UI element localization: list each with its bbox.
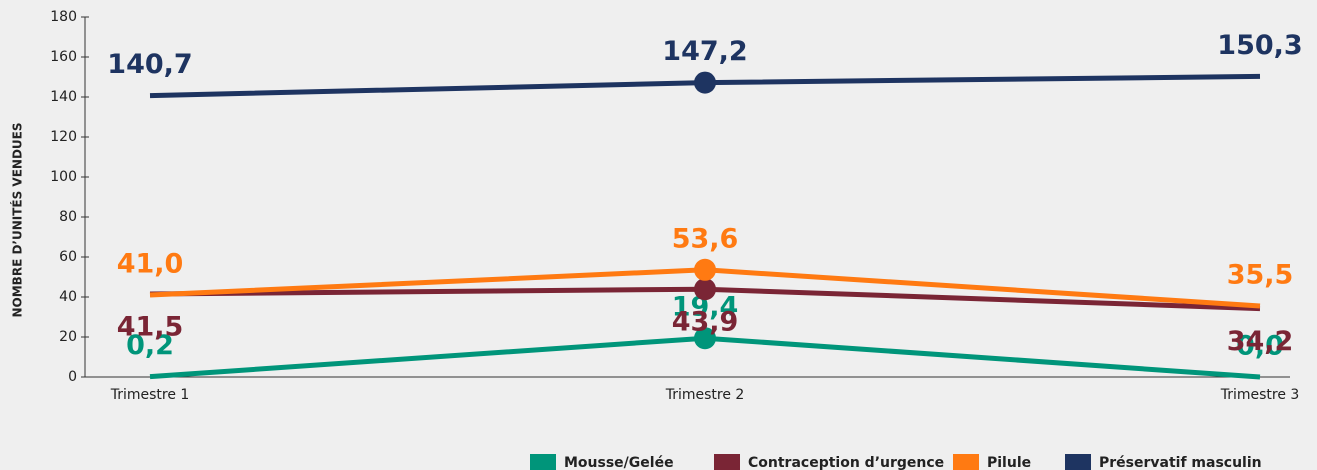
value-label: 41,5	[117, 312, 184, 343]
value-label: 140,7	[107, 49, 192, 80]
point-marker	[694, 258, 716, 281]
y-tick-label: 100	[50, 169, 77, 185]
legend-label: Contraception d’urgence	[748, 455, 944, 470]
legend-label: Préservatif masculin	[1099, 455, 1262, 470]
legend-label: Pilule	[987, 455, 1031, 470]
y-tick-label: 0	[68, 369, 77, 385]
legend-swatch	[953, 454, 979, 470]
value-label: 34,2	[1227, 326, 1294, 357]
value-label: 0,2	[126, 330, 174, 361]
legend-swatch	[714, 454, 740, 470]
y-tick-label: 80	[59, 209, 77, 225]
value-label: 43,9	[672, 307, 739, 338]
legend-label: Mousse/Gelée	[564, 455, 674, 470]
legend-swatch	[530, 454, 556, 470]
y-axis-title: NOMBRE D’UNITÉS VENDUES	[10, 123, 25, 318]
x-tick-label: Trimestre 3	[1220, 387, 1300, 403]
value-label: 0,0	[1236, 331, 1284, 362]
x-tick-label: Trimestre 1	[110, 387, 190, 403]
y-tick-label: 40	[59, 289, 77, 305]
x-tick-label: Trimestre 2	[665, 387, 745, 403]
value-label: 150,3	[1217, 30, 1302, 61]
y-tick-label: 180	[50, 9, 77, 25]
y-tick-label: 120	[50, 129, 77, 145]
y-tick-label: 160	[50, 49, 77, 65]
point-marker	[694, 71, 716, 94]
y-tick-label: 60	[59, 249, 77, 265]
value-label: 41,0	[117, 249, 184, 280]
legend-swatch	[1065, 454, 1091, 470]
point-marker	[694, 278, 716, 301]
point-marker	[694, 327, 716, 350]
y-tick-label: 20	[59, 329, 77, 345]
value-label: 147,2	[662, 36, 747, 67]
value-label: 35,5	[1227, 260, 1294, 291]
value-label: 53,6	[672, 223, 739, 254]
y-tick-label: 140	[50, 89, 77, 105]
